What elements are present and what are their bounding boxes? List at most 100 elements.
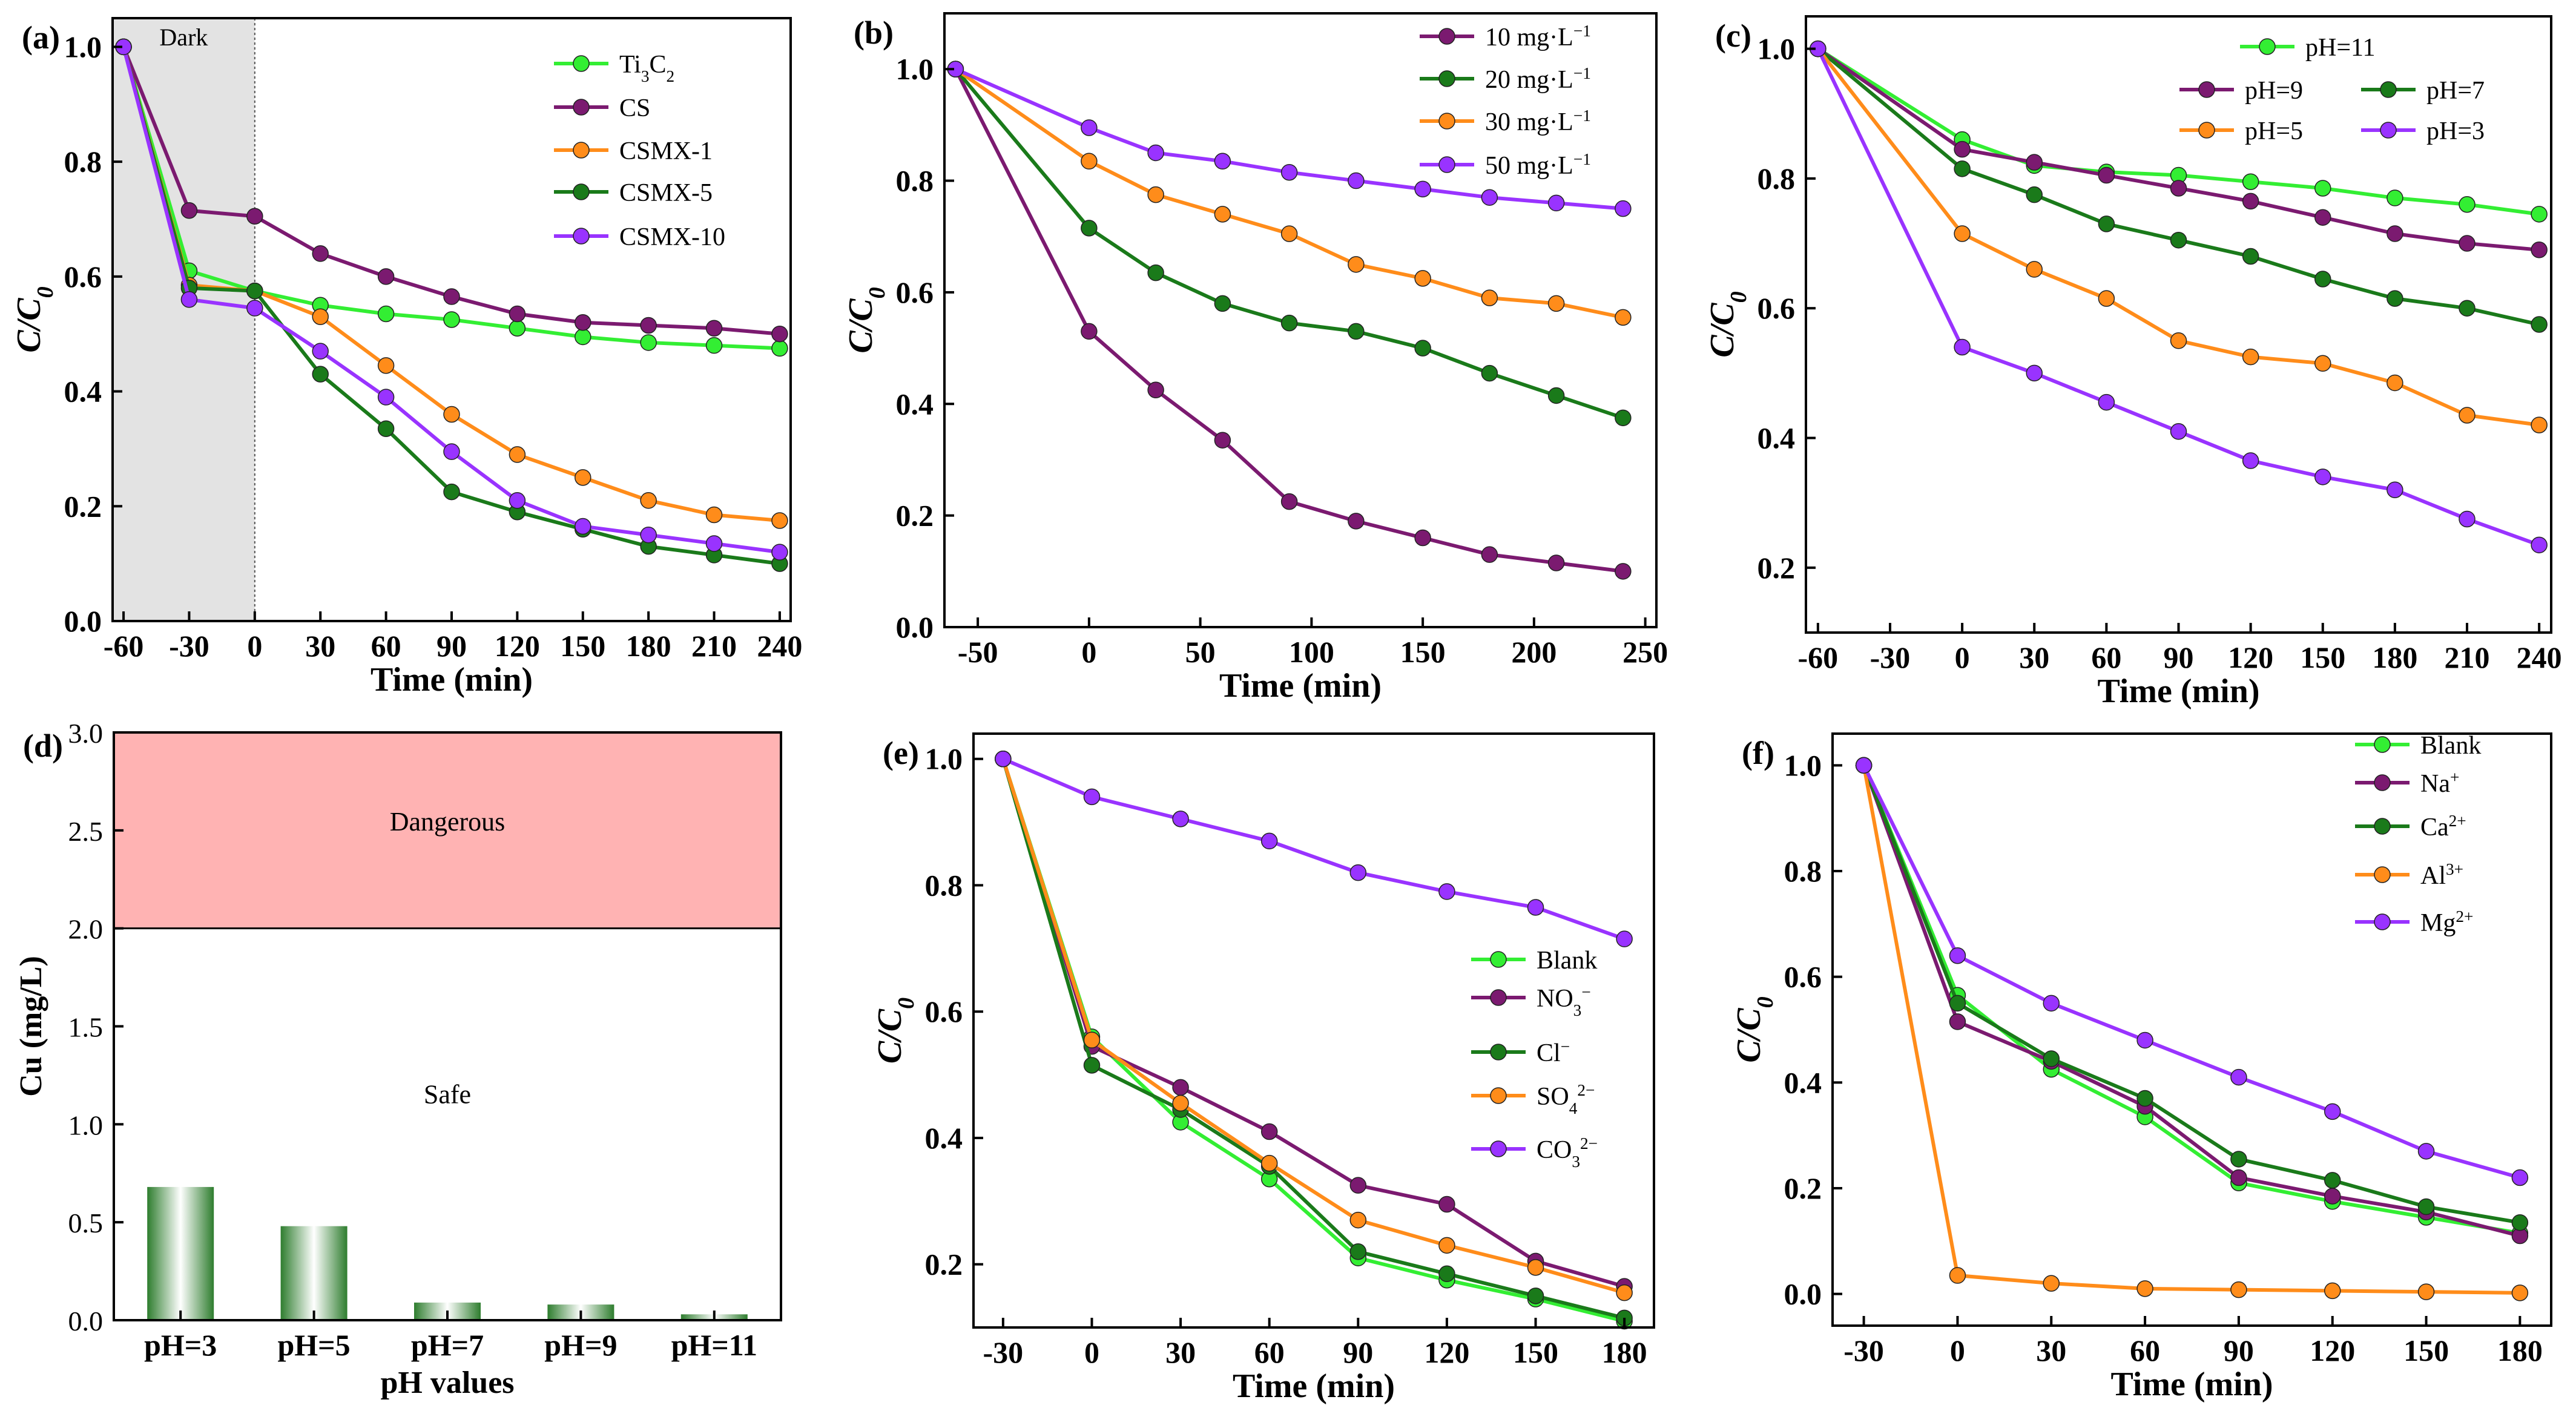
x-tick-label: 90 bbox=[2164, 640, 2194, 674]
series-line-Cl− bbox=[1001, 758, 1625, 1320]
data-point bbox=[1147, 186, 1164, 203]
data-point bbox=[1615, 409, 1632, 427]
legend-marker bbox=[573, 55, 590, 72]
x-tick-label: 90 bbox=[1343, 1335, 1373, 1369]
legend-marker bbox=[2374, 866, 2391, 883]
data-point bbox=[2459, 196, 2476, 213]
data-point bbox=[640, 317, 657, 334]
panel-label: (e) bbox=[883, 735, 919, 771]
series-line-Na+ bbox=[1862, 765, 2521, 1238]
x-tick-label: 30 bbox=[305, 629, 335, 663]
data-point bbox=[2314, 355, 2331, 372]
legend-marker bbox=[2380, 81, 2397, 98]
data-point bbox=[640, 492, 657, 509]
data-point bbox=[2511, 1169, 2529, 1186]
y-tick-label: 0.4 bbox=[1757, 421, 1796, 455]
data-point bbox=[575, 328, 591, 346]
series-line-pH=5 bbox=[1816, 47, 2540, 427]
legend-marker bbox=[1490, 1087, 1507, 1104]
data-point bbox=[1481, 546, 1498, 563]
legend-label: Mg2+ bbox=[2420, 907, 2473, 937]
y-axis-title-main: C/C bbox=[871, 1008, 909, 1064]
y-tick-label: 0.6 bbox=[896, 275, 934, 309]
legend-label: Na+ bbox=[2420, 768, 2459, 798]
dark-label: Dark bbox=[159, 24, 208, 51]
data-point bbox=[2511, 1214, 2529, 1231]
y-axis-title-sub: 0 bbox=[865, 287, 890, 298]
data-point bbox=[1949, 947, 1966, 964]
data-point bbox=[1214, 432, 1231, 449]
y-tick-label: 2.5 bbox=[68, 816, 104, 847]
legend-label-part: pH=9 bbox=[2245, 77, 2303, 105]
legend-marker bbox=[1438, 156, 1455, 173]
data-point bbox=[2098, 290, 2115, 307]
legend-label-part: −1 bbox=[1573, 22, 1591, 40]
x-tick-label: 60 bbox=[2091, 640, 2121, 674]
x-tick-label: 240 bbox=[757, 629, 802, 663]
x-tick-label: 120 bbox=[1424, 1335, 1469, 1369]
y-tick-label: 0.2 bbox=[896, 499, 934, 533]
x-axis-title: Time (min) bbox=[1219, 667, 1382, 705]
legend-label: pH=11 bbox=[2305, 34, 2375, 62]
data-point bbox=[1349, 1211, 1367, 1229]
legend-label-part: − bbox=[1581, 983, 1590, 1001]
data-point bbox=[2170, 231, 2187, 249]
legend-entry: CSMX-1 bbox=[554, 137, 713, 165]
region-label: Safe bbox=[424, 1079, 471, 1109]
region-safe bbox=[114, 928, 781, 1320]
legend-label-part: Ca bbox=[2420, 814, 2449, 841]
data-point bbox=[509, 446, 526, 463]
data-point bbox=[771, 544, 788, 561]
legend-label-part: 10 mg·L bbox=[1485, 24, 1573, 51]
legend-marker bbox=[1490, 951, 1507, 968]
data-point bbox=[2230, 1169, 2247, 1186]
y-tick-label: 0.6 bbox=[1784, 960, 1822, 994]
x-tick-label: 0 bbox=[247, 629, 262, 663]
x-tick-label: 180 bbox=[1602, 1335, 1647, 1369]
legend-entry: Mg2+ bbox=[2355, 907, 2473, 937]
x-tick-label: 30 bbox=[1165, 1335, 1196, 1369]
x-tick-label: 150 bbox=[1400, 635, 1446, 669]
data-point bbox=[771, 325, 788, 343]
series-line-NO3− bbox=[1001, 758, 1625, 1289]
data-point bbox=[2098, 166, 2115, 184]
legend-label-part: 3 bbox=[641, 67, 650, 85]
x-tick-label: 150 bbox=[1513, 1335, 1558, 1369]
y-tick-label: 0.2 bbox=[925, 1248, 963, 1281]
legend-label: pH=5 bbox=[2245, 117, 2303, 145]
data-point bbox=[1414, 270, 1431, 287]
y-tick-label: 0.5 bbox=[68, 1208, 104, 1238]
panel-b: -50 0 50 100 150 200 250 0.0 0.2 0.4 0.6 0.8 1.0 Time… bbox=[842, 12, 1668, 705]
x-tick-label: 60 bbox=[2130, 1334, 2160, 1367]
legend-entry: Ca2+ bbox=[2355, 812, 2466, 841]
x-tick-label: 50 bbox=[1185, 635, 1216, 669]
data-point bbox=[180, 202, 198, 219]
legend-marker bbox=[2259, 38, 2276, 55]
bar bbox=[280, 1226, 348, 1320]
y-tick-label: 0.4 bbox=[896, 387, 934, 421]
panel-label: (c) bbox=[1715, 18, 1751, 54]
data-point bbox=[2324, 1282, 2341, 1300]
data-point bbox=[2170, 423, 2187, 440]
y-axis-title: C/C0 bbox=[10, 286, 58, 352]
y-tick-label: 3.0 bbox=[68, 718, 104, 749]
y-axis-title: C/C0 bbox=[1730, 996, 1778, 1062]
legend-label: pH=9 bbox=[2245, 77, 2303, 105]
y-tick-label: 1.0 bbox=[1784, 748, 1822, 782]
data-point bbox=[2417, 1143, 2435, 1160]
data-point bbox=[1414, 529, 1431, 547]
legend-entry: 10 mg·L−1 bbox=[1420, 22, 1591, 51]
data-point bbox=[771, 340, 788, 357]
panel-label: (b) bbox=[854, 15, 894, 51]
bar bbox=[147, 1186, 214, 1320]
data-point bbox=[1615, 563, 1632, 580]
y-tick-label: 0.8 bbox=[1784, 854, 1822, 888]
plot-frame bbox=[943, 12, 1658, 628]
y-tick-label: 0.8 bbox=[925, 868, 963, 902]
x-tick-label: -30 bbox=[1870, 640, 1911, 674]
x-tick-label: 150 bbox=[2403, 1334, 2449, 1367]
data-point bbox=[1527, 899, 1544, 916]
series-line-50 mg·L−1 bbox=[955, 67, 1624, 211]
x-tick-label: -50 bbox=[958, 635, 998, 669]
